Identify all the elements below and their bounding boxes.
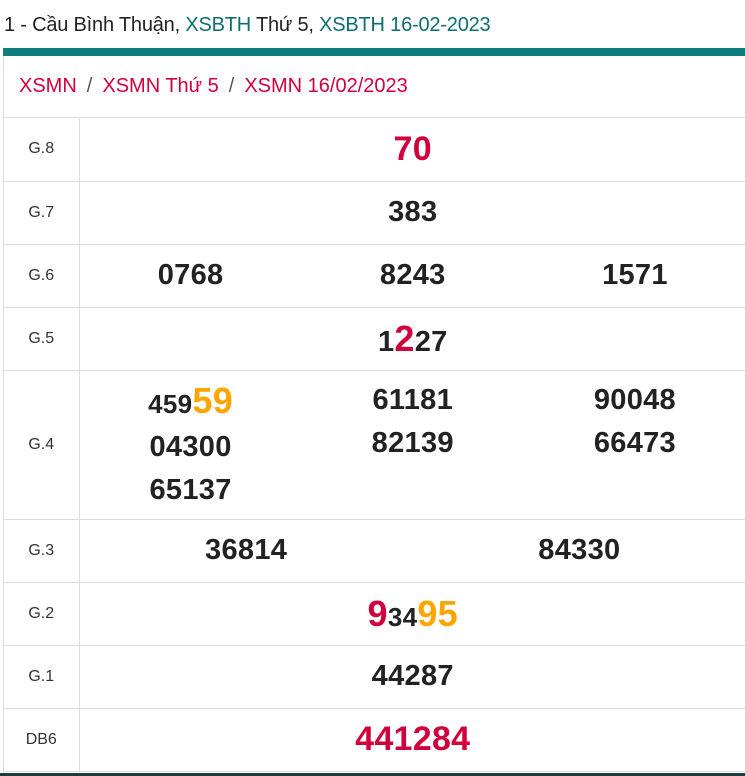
prize-label: G.8 [4,118,80,182]
highlight-digits: 95 [417,592,458,634]
prize-label: G.7 [4,181,80,245]
prize-g4-value: 61181 [372,383,454,416]
table-row-g5: G.5 1227 [4,307,745,371]
table-row-g7: G.7 383 [4,181,745,245]
table-row-g4: G.4 45959 04300 65137 61181 82139 90048 … [4,370,745,520]
highlight-digits: 59 [192,379,234,421]
prize-label: DB6 [4,708,80,772]
table-row-db: DB6 441284 [4,708,745,772]
title-link-xsbth-date[interactable]: XSBTH 16-02-2023 [319,14,491,36]
prize-label: G.4 [4,370,80,520]
prize-g4-value: 66473 [593,426,676,459]
prize-g2-value: 93495 [79,582,745,646]
prize-g6-value: 0768 [157,259,224,291]
breadcrumb-separator: / [86,75,93,97]
breadcrumb-xsmn-date[interactable]: XSMN 16/02/2023 [244,75,408,97]
table-row-g8: G.8 70 [4,118,745,182]
prize-g5-value: 1227 [79,307,745,371]
prize-g6-value: 8243 [379,259,446,291]
prize-g8-value: 70 [393,129,432,168]
prize-label: G.5 [4,307,80,371]
table-row-g6: G.6 0768 8243 1571 [4,244,745,308]
title-middle: Thứ 5, [251,14,320,36]
prize-g1-value: 44287 [79,645,745,709]
breadcrumb-xsmn-thu5[interactable]: XSMN Thứ 5 [102,75,219,97]
prize-g3-value: 84330 [538,534,621,566]
prize-db-value: 441284 [355,720,471,758]
highlight-digit: 9 [367,592,388,634]
prize-label: G.2 [4,582,80,646]
prize-g4-value: 45959 [148,379,234,421]
prize-label: G.6 [4,244,80,308]
prize-g4-value: 82139 [371,426,454,459]
title-link-xsbth[interactable]: XSBTH [185,14,251,36]
prize-label: G.3 [4,519,80,583]
prize-g4-value: 65137 [149,473,232,506]
results-box: XSMN / XSMN Thứ 5 / XSMN 16/02/2023 G.8 … [3,56,745,774]
bottom-divider [0,773,745,776]
prize-g7-value: 383 [79,181,745,245]
table-row-g3: G.3 36814 84330 [4,519,745,583]
highlight-digit: 2 [394,317,415,359]
page-title: 1 - Cầu Bình Thuận, XSBTH Thứ 5, XSBTH 1… [4,12,491,38]
prize-label: G.1 [4,645,80,709]
prize-g4-value: 04300 [149,430,232,463]
table-row-g1: G.1 44287 [4,645,745,709]
results-table: G.8 70 G.7 383 G.6 0768 8243 1571 G.5 12… [4,118,745,772]
title-prefix: 1 - Cầu Bình Thuận, [4,14,186,36]
header-bar [3,48,745,56]
table-row-g2: G.2 93495 [4,582,745,646]
breadcrumb: XSMN / XSMN Thứ 5 / XSMN 16/02/2023 [4,56,745,118]
breadcrumb-xsmn[interactable]: XSMN [19,75,77,97]
prize-g6-value: 1571 [602,259,668,291]
prize-g4-value: 90048 [593,383,676,416]
breadcrumb-separator: / [228,75,235,97]
prize-g3-value: 36814 [205,534,288,566]
